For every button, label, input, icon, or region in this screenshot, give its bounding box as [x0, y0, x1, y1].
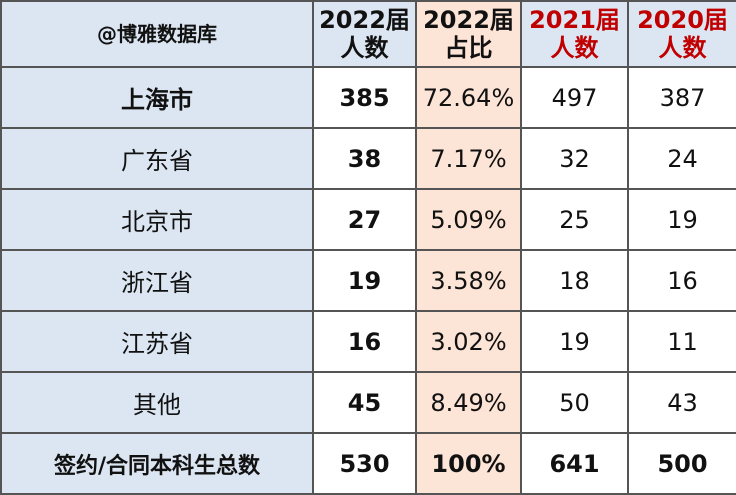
header-line: 人数 [550, 34, 599, 62]
row-label: 北京市 [0, 188, 314, 251]
row-label: 江苏省 [0, 310, 314, 373]
cell: 385 [312, 66, 417, 129]
header-cell: 2020届 人数 [627, 0, 736, 68]
table-row: 北京市 27 5.09% 25 19 [0, 188, 736, 251]
header-cell: 2021届 人数 [520, 0, 629, 68]
table-row: 浙江省 19 3.58% 18 16 [0, 249, 736, 312]
cell: 45 [312, 371, 417, 434]
cell: 38 [312, 127, 417, 190]
cell: 19 [312, 249, 417, 312]
cell: 19 [520, 310, 629, 373]
header-line: 人数 [658, 34, 707, 62]
cell: 11 [627, 310, 736, 373]
total-row: 签约/合同本科生总数 530 100% 641 500 [0, 432, 736, 495]
cell: 32 [520, 127, 629, 190]
header-cell: 2022届 占比 [415, 0, 522, 68]
cell: 72.64% [415, 66, 522, 129]
table-row: 江苏省 16 3.02% 19 11 [0, 310, 736, 373]
row-label: 其他 [0, 371, 314, 434]
table-row: 广东省 38 7.17% 32 24 [0, 127, 736, 190]
cell: 7.17% [415, 127, 522, 190]
header-cell: 2022届 人数 [312, 0, 417, 68]
cell: 27 [312, 188, 417, 251]
header-line: 2022届 [319, 6, 410, 34]
cell: 497 [520, 66, 629, 129]
header-line: 2022届 [423, 6, 514, 34]
cell: 641 [520, 432, 629, 495]
cell: 43 [627, 371, 736, 434]
cell: 100% [415, 432, 522, 495]
row-label: 上海市 [0, 66, 314, 129]
cell: 24 [627, 127, 736, 190]
cell: 387 [627, 66, 736, 129]
cell: 8.49% [415, 371, 522, 434]
cell: 16 [312, 310, 417, 373]
cell: 25 [520, 188, 629, 251]
header-line: 2021届 [529, 6, 620, 34]
table-row: 其他 45 8.49% 50 43 [0, 371, 736, 434]
header-line: 人数 [340, 34, 389, 62]
cell: 3.58% [415, 249, 522, 312]
cell: 18 [520, 249, 629, 312]
cell: 16 [627, 249, 736, 312]
row-label: 浙江省 [0, 249, 314, 312]
cell: 19 [627, 188, 736, 251]
row-label: 签约/合同本科生总数 [0, 432, 314, 495]
cell: 50 [520, 371, 629, 434]
cell: 3.02% [415, 310, 522, 373]
table-row: 上海市 385 72.64% 497 387 [0, 66, 736, 129]
cell: 5.09% [415, 188, 522, 251]
header-line: 2020届 [637, 6, 728, 34]
corner-label: @博雅数据库 [0, 0, 314, 68]
cell: 530 [312, 432, 417, 495]
cell: 500 [627, 432, 736, 495]
row-label: 广东省 [0, 127, 314, 190]
header-line: 占比 [444, 34, 493, 62]
header-row: @博雅数据库 2022届 人数 2022届 占比 2021届 人数 2020届 人数 [0, 0, 736, 68]
